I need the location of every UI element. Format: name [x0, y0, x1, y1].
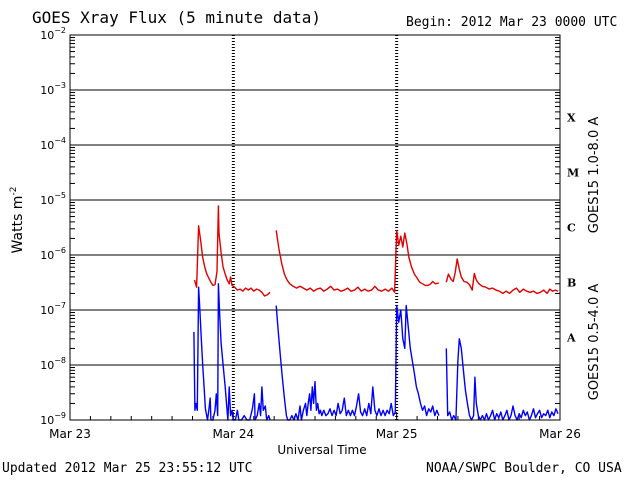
y-tick-label: 10−5	[40, 191, 66, 207]
y-tick-exponent: −5	[54, 191, 66, 200]
flare-class-B: B	[567, 277, 576, 290]
x-tick-label: Mar 25	[376, 427, 418, 441]
y-tick-exponent: −9	[54, 411, 66, 420]
x-tick-labels: Mar 23 Mar 24 Mar 25 Mar 26	[49, 427, 581, 441]
legend-long-channel: GOES15 1.0-8.0 A	[587, 117, 602, 234]
y-axis-label-sup: -2	[9, 187, 19, 196]
updated-timestamp: Updated 2012 Mar 25 23:55:12 UTC	[2, 461, 253, 476]
series-short-channel	[193, 283, 559, 421]
flare-class-X: X	[567, 112, 576, 125]
y-tick-exponent: −2	[54, 26, 66, 35]
y-axis-label-text: Watts m	[10, 196, 26, 254]
y-tick-label: 10−8	[40, 356, 66, 372]
series-long-channel	[193, 205, 559, 297]
x-tick-label: Mar 24	[212, 427, 254, 441]
y-tick-label: 10−3	[40, 81, 66, 97]
chart-title: GOES Xray Flux (5 minute data)	[32, 8, 321, 27]
flare-class-A: A	[566, 332, 576, 345]
y-axis-label: Watts m-2	[9, 187, 26, 254]
y-tick-exponent: −6	[54, 246, 66, 255]
plot-frame	[69, 34, 561, 421]
flare-class-M: M	[567, 167, 579, 180]
y-tick-label: 10−4	[40, 136, 66, 152]
x-axis-label: Universal Time	[277, 443, 366, 457]
y-tick-exponent: −8	[54, 356, 66, 365]
credit-label: NOAA/SWPC Boulder, CO USA	[426, 461, 622, 476]
y-tick-label: 10−7	[40, 301, 66, 317]
x-tick-label: Mar 23	[49, 427, 91, 441]
begin-time: Begin: 2012 Mar 23 0000 UTC	[406, 15, 618, 30]
y-tick-labels: 10−9 10−8 10−7 10−6 10−5 10−4 10−3 10−2	[40, 26, 66, 427]
y-tick-exponent: −3	[54, 81, 66, 90]
minor-ticks	[69, 37, 561, 420]
y-tick-label: 10−6	[40, 246, 66, 262]
y-tick-label: 10−2	[40, 26, 66, 42]
grid-lines	[70, 34, 560, 421]
x-tick-label: Mar 26	[539, 427, 581, 441]
y-tick-label: 10−9	[40, 411, 66, 427]
y-tick-exponent: −4	[54, 136, 66, 145]
y-tick-exponent: −7	[54, 301, 66, 310]
series-layer	[193, 205, 559, 421]
flare-class-C: C	[567, 222, 576, 235]
legend-short-channel: GOES15 0.5-4.0 A	[587, 284, 602, 401]
flare-class-labels: A B C M X	[566, 112, 579, 345]
